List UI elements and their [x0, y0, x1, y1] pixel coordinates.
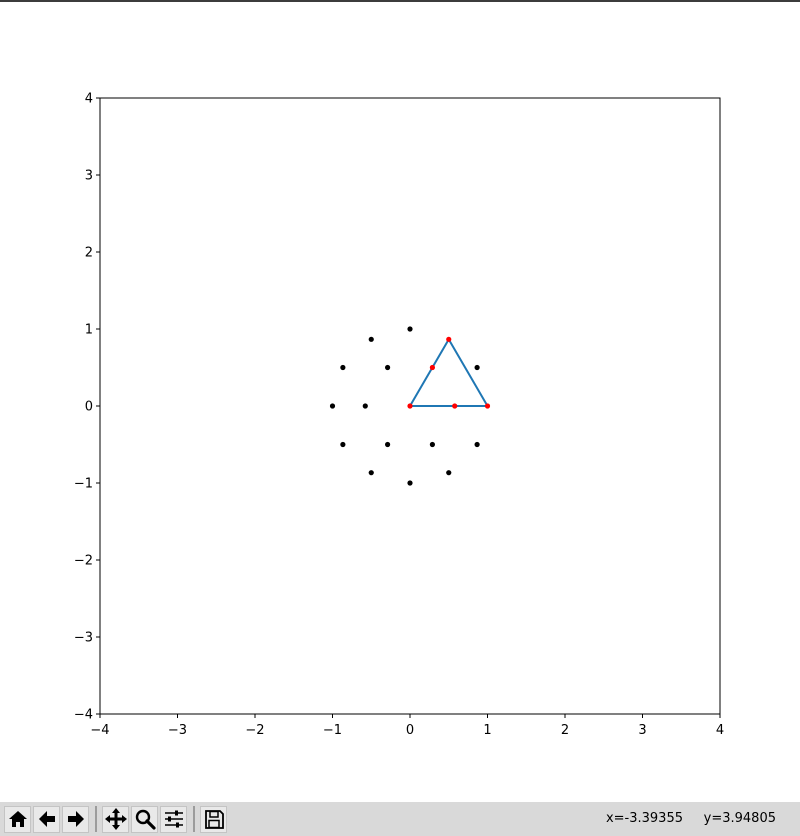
black-point: [385, 364, 391, 371]
black-point: [368, 336, 374, 342]
navigation-toolbar: x=-3.39355 y=3.94805: [0, 802, 800, 836]
save-button[interactable]: [200, 805, 227, 833]
figure-canvas[interactable]: −4 −3 −2 −1 0 1 2 3 4 −4 −3 −2 −1 0 1 2 3 4: [0, 0, 800, 802]
y-tick-label: 1: [85, 323, 93, 338]
red-point: [446, 336, 452, 342]
toolbar-separator: [95, 806, 97, 832]
x-tick-label: 1: [483, 723, 491, 738]
y-tick-label: 2: [85, 246, 93, 261]
black-point: [340, 441, 346, 448]
zoom-button[interactable]: [131, 805, 158, 833]
save-icon: [204, 810, 224, 829]
red-point: [429, 364, 435, 371]
cursor-coordinates: x=-3.39355 y=3.94805: [605, 811, 776, 826]
configure-subplots-icon: [164, 810, 183, 828]
configure-subplots-button[interactable]: [160, 805, 187, 833]
home-icon: [8, 811, 27, 827]
x-tick-label: 3: [638, 723, 646, 738]
pan-button[interactable]: [102, 805, 129, 833]
x-tick-label: 0: [406, 723, 414, 738]
y-tick-label: 4: [85, 92, 93, 107]
black-point: [446, 470, 452, 476]
forward-button[interactable]: [62, 805, 89, 833]
axis-ticks: −4 −3 −2 −1 0 1 2 3 4 −4 −3 −2 −1 0 1 2 3 4: [74, 92, 724, 739]
black-point: [385, 441, 391, 448]
y-tick-label: 3: [85, 169, 93, 184]
home-button[interactable]: [4, 805, 31, 833]
x-tick-label: −3: [168, 723, 187, 738]
black-point: [474, 441, 480, 448]
y-tick-label: −3: [74, 631, 93, 646]
x-tick-label: −2: [245, 723, 264, 738]
y-tick-label: 0: [85, 400, 93, 415]
black-point: [407, 326, 413, 332]
y-tick-label: −1: [74, 477, 93, 492]
back-icon: [38, 811, 55, 827]
y-tick-label: −4: [74, 708, 93, 723]
black-point: [429, 441, 435, 448]
black-point: [407, 480, 413, 486]
black-point: [368, 470, 374, 476]
red-point: [484, 403, 491, 409]
window-top-border: [0, 0, 800, 2]
forward-icon: [67, 811, 84, 827]
x-tick-label: 4: [716, 723, 724, 738]
black-point: [329, 403, 336, 409]
black-point: [362, 403, 368, 409]
x-tick-label: 2: [561, 723, 569, 738]
x-tick-label: −4: [90, 723, 109, 738]
axes-frame: [99, 97, 721, 715]
zoom-icon: [135, 809, 156, 830]
y-tick-label: −2: [74, 554, 93, 569]
red-point: [452, 403, 458, 409]
black-point: [474, 364, 480, 371]
x-tick-label: −1: [323, 723, 342, 738]
plot-area: [329, 326, 491, 486]
toolbar-separator: [193, 806, 195, 832]
red-point: [407, 403, 413, 409]
triangle-line: [409, 338, 489, 407]
black-point: [340, 364, 346, 371]
back-button[interactable]: [33, 805, 60, 833]
pan-icon: [104, 808, 127, 830]
